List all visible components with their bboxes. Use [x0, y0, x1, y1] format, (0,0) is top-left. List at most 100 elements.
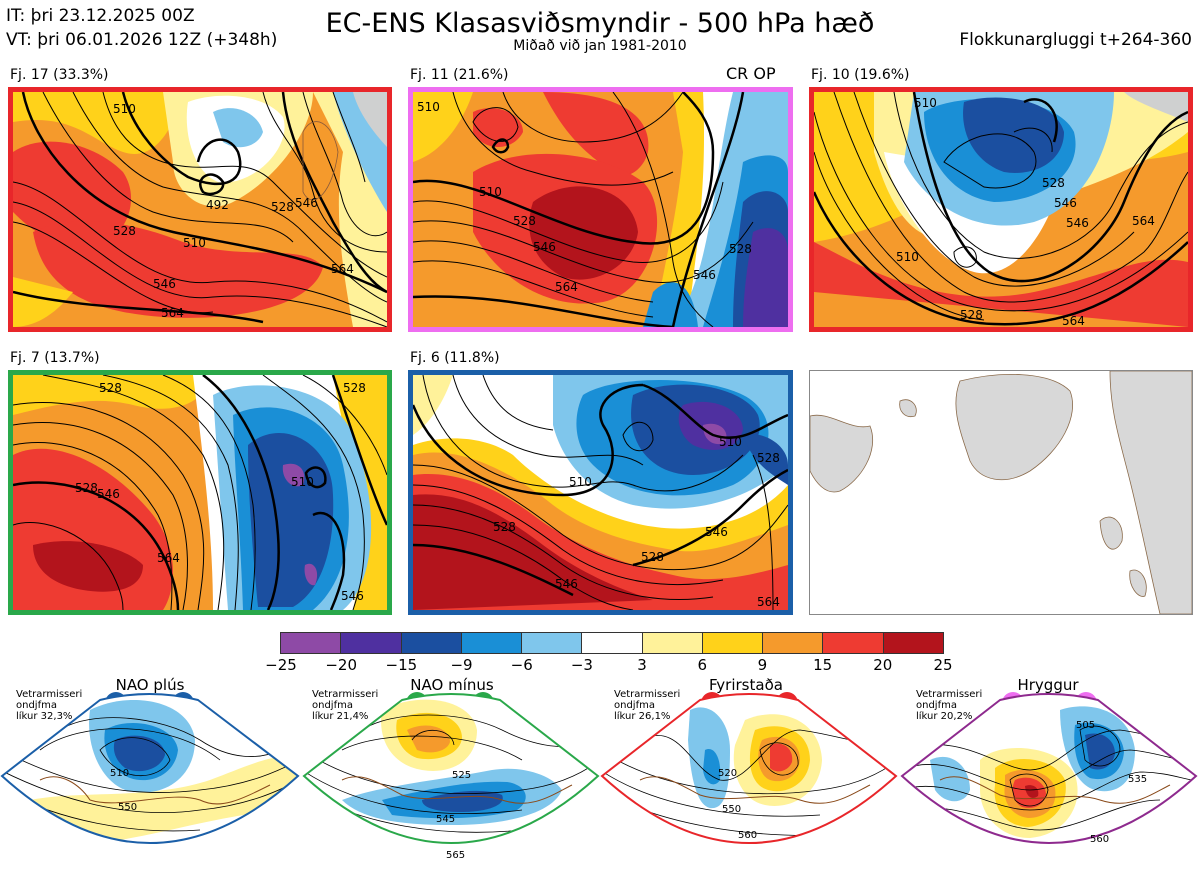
regime-map-blocking	[600, 693, 898, 844]
contour-label: 528	[1042, 176, 1065, 190]
contour-label: 510	[291, 475, 314, 489]
init-time: IT: þri 23.12.2025 00Z	[6, 6, 195, 26]
colorbar-tick-label: −6	[510, 656, 533, 674]
regime-note-3: Vetrarmisseri ondjfma líkur 26,1%	[614, 689, 681, 722]
colorbar-tick-label: 20	[873, 656, 893, 674]
contour-label: 525	[452, 770, 472, 781]
colorbar-segment	[882, 633, 943, 653]
contour-label: 564	[331, 262, 354, 276]
contour-label: 564	[1132, 214, 1155, 228]
cluster-map-3: 510 528 546 564 510 528 546 564	[809, 87, 1193, 332]
colorbar-segment	[460, 633, 522, 653]
contour-label: 528	[729, 242, 752, 256]
regime-map-nao-minus	[302, 693, 600, 844]
contour-label: 560	[738, 830, 758, 841]
contour-label: 528	[493, 520, 516, 534]
colorbar-segment	[822, 633, 883, 653]
contour-label: 546	[555, 577, 578, 591]
contour-label: 546	[153, 277, 176, 291]
cluster-label-1: Fj. 17 (33.3%)	[10, 67, 109, 83]
colorbar-tick-label: 6	[697, 656, 708, 674]
contour-label: 564	[757, 595, 780, 609]
contour-label: 546	[693, 268, 716, 282]
contour-label: 528	[113, 224, 136, 238]
contour-label: 528	[99, 381, 122, 395]
cluster-label-4: Fj. 7 (13.7%)	[10, 350, 100, 366]
colorbar-segment	[340, 633, 401, 653]
colorbar-tick-label: 25	[933, 656, 953, 674]
colorbar-tick-label: −20	[325, 656, 357, 674]
cluster-map-1: 492 510 528 546 564 528 546 564 510	[8, 87, 392, 332]
contour-label: 535	[1128, 774, 1148, 785]
contour-label: 510	[719, 435, 742, 449]
contour-label: 528	[343, 381, 366, 395]
colorbar-tick-label: 9	[757, 656, 768, 674]
contour-label: 564	[161, 306, 184, 320]
colorbar-tick-label: 15	[813, 656, 833, 674]
valid-time: VT: þri 06.01.2026 12Z (+348h)	[6, 30, 278, 50]
cluster-map-2: 510 528 546 564 528 546 510	[408, 87, 793, 332]
regime-note-2: Vetrarmisseri ondjfma líkur 21,4%	[312, 689, 379, 722]
contour-label: 546	[295, 196, 318, 210]
contour-label: 546	[1054, 196, 1077, 210]
colorbar-tick-label: −9	[450, 656, 473, 674]
contour-label: 510	[896, 250, 919, 264]
contour-label: 510	[113, 102, 136, 116]
contour-label: 550	[118, 802, 138, 813]
basemap-panel	[809, 370, 1193, 615]
contour-label: 546	[1066, 216, 1089, 230]
contour-label: 505	[1076, 720, 1096, 731]
colorbar-segment	[521, 633, 582, 653]
contour-label: 560	[1090, 834, 1110, 845]
colorbar-segment	[701, 633, 763, 653]
contour-label: 528	[513, 214, 536, 228]
regime-map-nao-plus	[0, 693, 300, 844]
page-title: EC-ENS Klasasviðsmyndir - 500 hPa hæð	[325, 8, 875, 39]
contour-label: 550	[722, 804, 742, 815]
contour-label: 546	[705, 525, 728, 539]
regime-title-1: NAO plús	[115, 676, 185, 694]
regime-title-2: NAO mínus	[410, 676, 494, 694]
cluster-label-5: Fj. 6 (11.8%)	[410, 350, 500, 366]
regime-title-4: Hryggur	[1017, 676, 1079, 694]
contour-label: 564	[1062, 314, 1085, 328]
contour-label: 528	[271, 200, 294, 214]
contour-label: 510	[110, 768, 130, 779]
contour-label: 510	[183, 236, 206, 250]
contour-label: 546	[533, 240, 556, 254]
contour-label: 528	[757, 451, 780, 465]
colorbar-tick-label: −3	[570, 656, 593, 674]
colorbar-tick-label: 3	[637, 656, 647, 674]
contour-label: 528	[960, 308, 983, 322]
cluster-tag: CR OP	[726, 64, 776, 83]
contour-label: 546	[97, 487, 120, 501]
contour-label: 510	[914, 96, 937, 110]
cluster-label-3: Fj. 10 (19.6%)	[811, 67, 910, 83]
cluster-map-4: 528 546 564 510 528 546 528	[8, 370, 392, 615]
contour-label: 545	[436, 814, 456, 825]
contour-label: 492	[206, 198, 229, 212]
regime-note-4: Vetrarmisseri ondjfma líkur 20,2%	[916, 689, 983, 722]
colorbar-segment	[281, 633, 341, 653]
colorbar-tick-label: −15	[385, 656, 418, 674]
contour-label: 520	[718, 768, 738, 779]
colorbar-segment	[400, 633, 461, 653]
contour-label: 528	[75, 481, 98, 495]
contour-label: 546	[341, 589, 364, 603]
colorbar-segment	[581, 633, 642, 653]
page-subtitle: Miðað við jan 1981-2010	[513, 38, 687, 54]
regime-map-ridge	[900, 693, 1198, 844]
contour-label: 510	[479, 185, 502, 199]
regime-note-1: Vetrarmisseri ondjfma líkur 32,3%	[16, 689, 83, 722]
colorbar-segment	[641, 633, 702, 653]
colorbar	[280, 632, 944, 654]
regime-title-3: Fyrirstaða	[709, 676, 783, 694]
cluster-label-2: Fj. 11 (21.6%)	[410, 67, 509, 83]
colorbar-tick-label: −25	[265, 656, 297, 674]
contour-label: 564	[157, 551, 180, 565]
cluster-map-5: 510 528 546 564 528 546 510 528	[408, 370, 793, 615]
contour-label: 510	[417, 100, 440, 114]
classification-window: Flokkunargluggi t+264-360	[959, 30, 1192, 50]
contour-label: 528	[641, 550, 664, 564]
contour-label: 510	[569, 475, 592, 489]
